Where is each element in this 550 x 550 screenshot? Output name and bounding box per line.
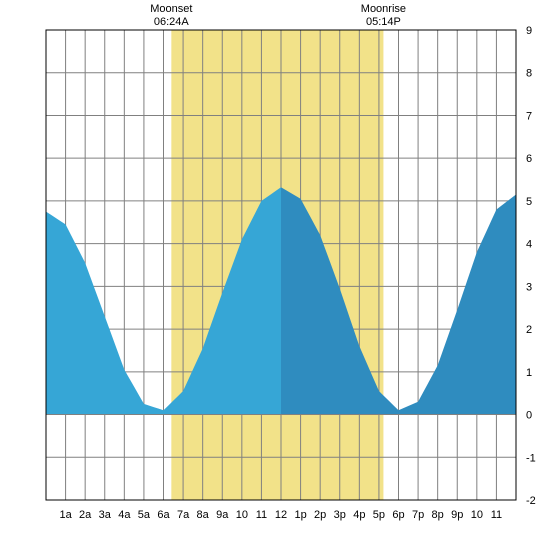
- x-tick-label: 10: [471, 509, 483, 521]
- x-tick-label: 8a: [197, 509, 210, 521]
- y-tick-label: 1: [526, 367, 532, 379]
- x-tick-label: 7a: [177, 509, 190, 521]
- y-tick-label: 9: [526, 25, 532, 37]
- moonrise-label: Moonrise: [361, 3, 406, 15]
- x-tick-label: 3a: [99, 509, 112, 521]
- x-tick-label: 1a: [59, 509, 72, 521]
- x-tick-label: 3p: [334, 509, 346, 521]
- x-tick-label: 6p: [392, 509, 404, 521]
- moonset-label: Moonset: [150, 3, 192, 15]
- x-tick-label: 9a: [216, 509, 229, 521]
- y-tick-label: 3: [526, 281, 532, 293]
- x-tick-label: 4a: [118, 509, 131, 521]
- y-tick-label: 5: [526, 196, 532, 208]
- x-tick-label: 9p: [451, 509, 463, 521]
- chart-svg: -2-101234567891a2a3a4a5a6a7a8a9a1011121p…: [0, 0, 550, 550]
- x-tick-label: 4p: [353, 509, 365, 521]
- y-tick-label: 6: [526, 153, 532, 165]
- tide-chart: -2-101234567891a2a3a4a5a6a7a8a9a1011121p…: [0, 0, 550, 550]
- x-tick-label: 10: [236, 509, 248, 521]
- y-tick-label: 8: [526, 68, 532, 80]
- x-tick-label: 7p: [412, 509, 424, 521]
- x-tick-label: 8p: [432, 509, 444, 521]
- x-tick-label: 6a: [157, 509, 170, 521]
- y-tick-label: -1: [526, 452, 536, 464]
- moonset-time: 06:24A: [154, 16, 190, 28]
- x-tick-label: 11: [491, 509, 502, 521]
- x-tick-label: 2a: [79, 509, 92, 521]
- x-tick-label: 12: [275, 509, 287, 521]
- x-tick-label: 11: [256, 509, 267, 521]
- y-tick-label: 4: [526, 239, 532, 251]
- y-tick-label: 7: [526, 110, 532, 122]
- y-tick-label: 2: [526, 324, 532, 336]
- y-tick-label: -2: [526, 495, 536, 507]
- x-tick-label: 5a: [138, 509, 151, 521]
- x-tick-label: 2p: [314, 509, 326, 521]
- y-tick-label: 0: [526, 410, 532, 422]
- moonrise-time: 05:14P: [366, 16, 401, 28]
- x-tick-label: 1p: [294, 509, 306, 521]
- x-tick-label: 5p: [373, 509, 385, 521]
